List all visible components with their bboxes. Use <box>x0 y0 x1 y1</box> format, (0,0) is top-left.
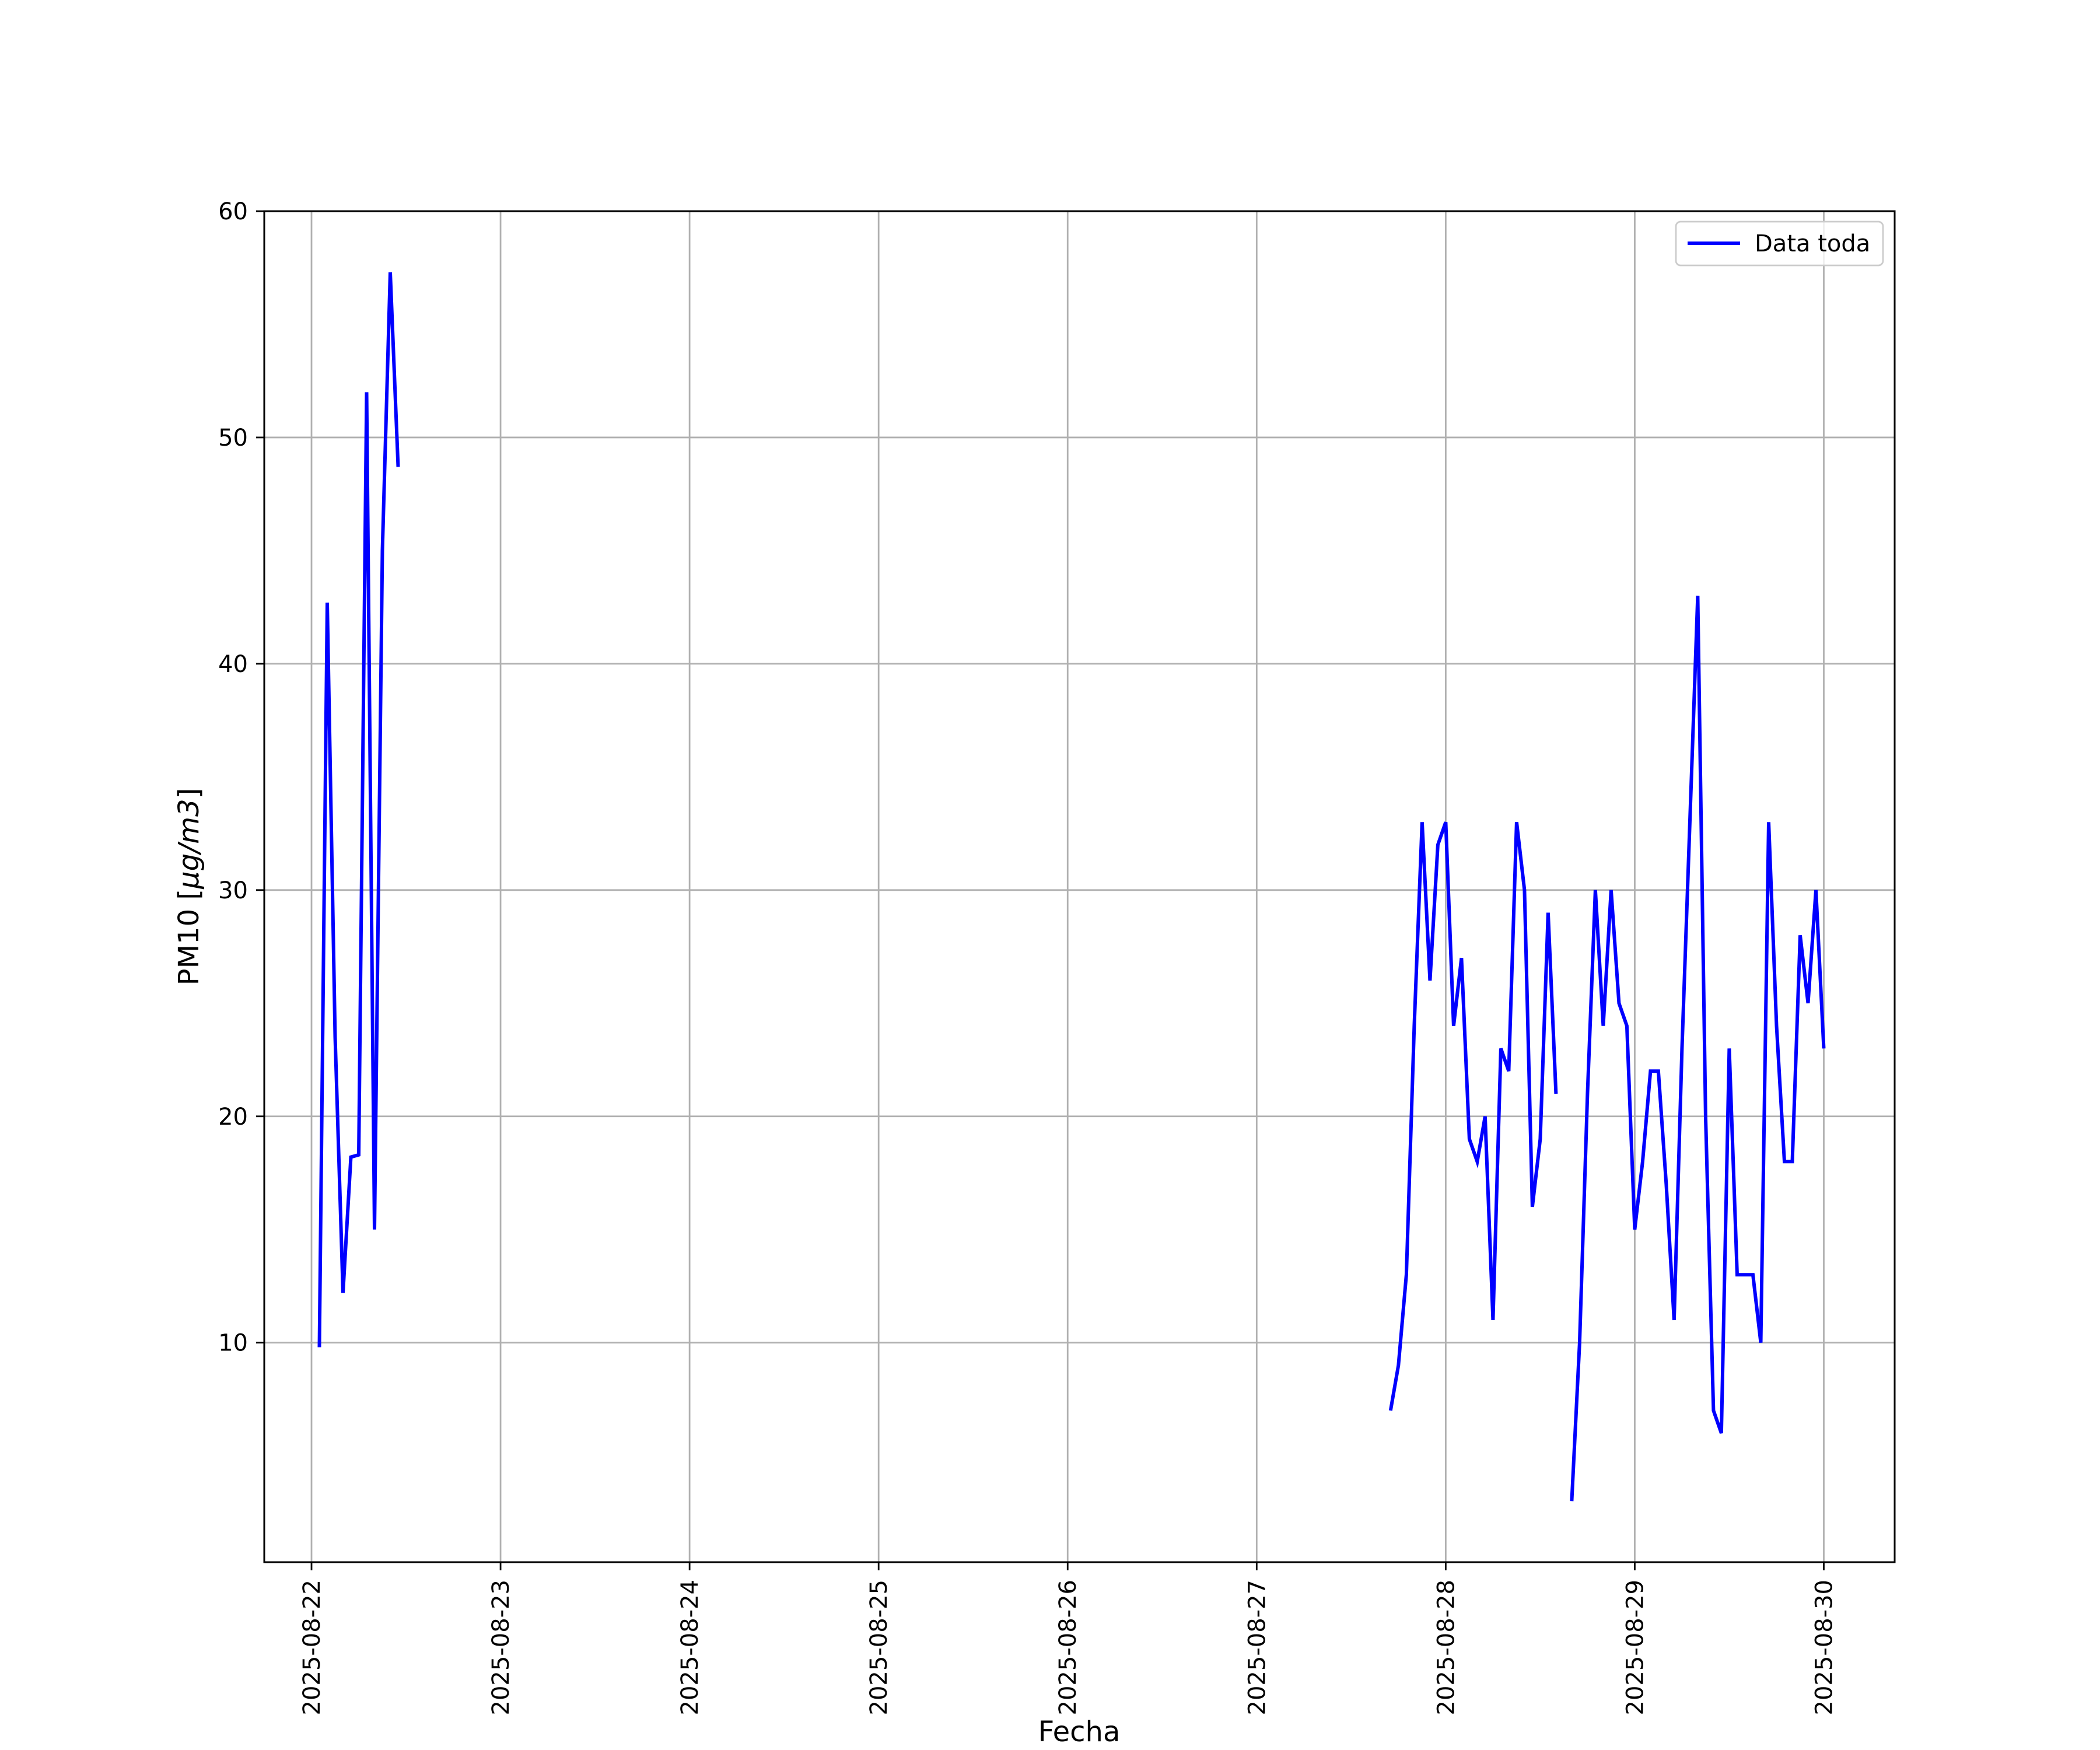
legend: Data toda <box>1675 220 1884 267</box>
y-tick-label: 50 <box>218 425 248 452</box>
x-tick-label: 2025-08-23 <box>488 1580 514 1715</box>
x-axis-label: Fecha <box>1038 1716 1121 1748</box>
plot-frame <box>263 210 1896 1563</box>
series-line-segment <box>1570 596 1826 1502</box>
y-axis-ticks: 10 20 30 40 50 60 <box>218 198 264 1357</box>
x-tick-label: 2025-08-26 <box>1055 1580 1082 1715</box>
series-data-toda <box>317 272 1826 1502</box>
y-tick-label: 60 <box>218 198 248 225</box>
y-tick-label: 30 <box>218 877 248 904</box>
y-axis-label-prefix: PM10 [ <box>173 889 205 985</box>
series-line-segment <box>1388 821 1558 1411</box>
y-tick-label: 40 <box>218 651 248 678</box>
y-tick-label: 10 <box>218 1330 248 1357</box>
x-tick-label: 2025-08-24 <box>677 1580 704 1715</box>
x-axis-ticks: 2025-08-22 2025-08-23 2025-08-24 2025-08-25… <box>299 1562 1838 1715</box>
y-axis-label-unit: µg/m3 <box>173 799 205 889</box>
y-tick-label: 20 <box>218 1104 248 1130</box>
x-tick-label: 2025-08-28 <box>1433 1580 1460 1715</box>
x-tick-label: 2025-08-25 <box>866 1580 892 1715</box>
y-axis-label: PM10 [µg/m3] <box>173 788 205 986</box>
x-tick-label: 2025-08-27 <box>1244 1580 1270 1715</box>
x-tick-label: 2025-08-30 <box>1811 1580 1838 1715</box>
plot-area-background <box>264 211 1895 1562</box>
legend-box <box>1675 220 1884 267</box>
y-axis-label-suffix: ] <box>173 788 205 799</box>
x-tick-label: 2025-08-29 <box>1622 1580 1648 1715</box>
x-tick-label: 2025-08-22 <box>299 1580 326 1715</box>
legend-label: Data toda <box>1755 230 1870 257</box>
series-line-segment <box>317 272 400 1348</box>
